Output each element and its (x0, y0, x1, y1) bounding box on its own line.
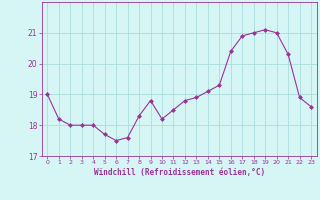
X-axis label: Windchill (Refroidissement éolien,°C): Windchill (Refroidissement éolien,°C) (94, 168, 265, 177)
